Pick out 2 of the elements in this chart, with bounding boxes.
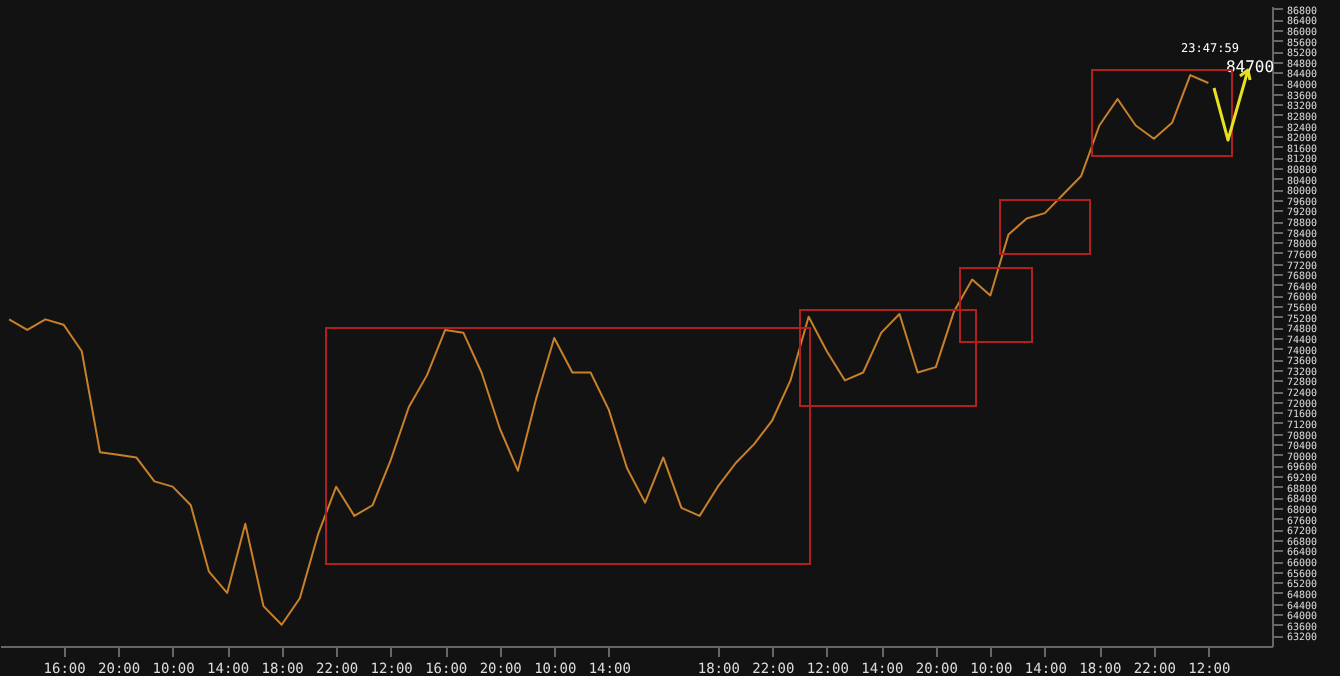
- annotation: 84700: [1225, 58, 1275, 76]
- line-series: [8, 74, 1210, 626]
